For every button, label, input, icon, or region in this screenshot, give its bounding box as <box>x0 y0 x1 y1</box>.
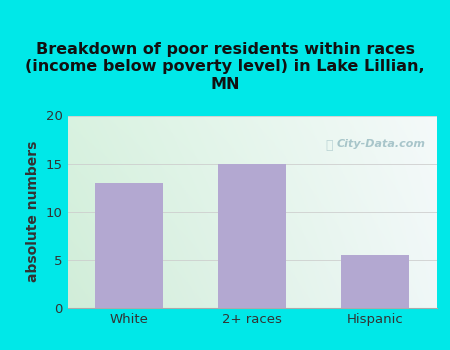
Bar <box>218 164 286 308</box>
Bar <box>341 255 409 308</box>
Text: Breakdown of poor residents within races
(income below poverty level) in Lake Li: Breakdown of poor residents within races… <box>25 42 425 92</box>
Text: ⦾: ⦾ <box>326 139 333 152</box>
Text: City-Data.com: City-Data.com <box>337 139 425 149</box>
Bar <box>95 183 163 308</box>
Y-axis label: absolute numbers: absolute numbers <box>26 141 40 282</box>
